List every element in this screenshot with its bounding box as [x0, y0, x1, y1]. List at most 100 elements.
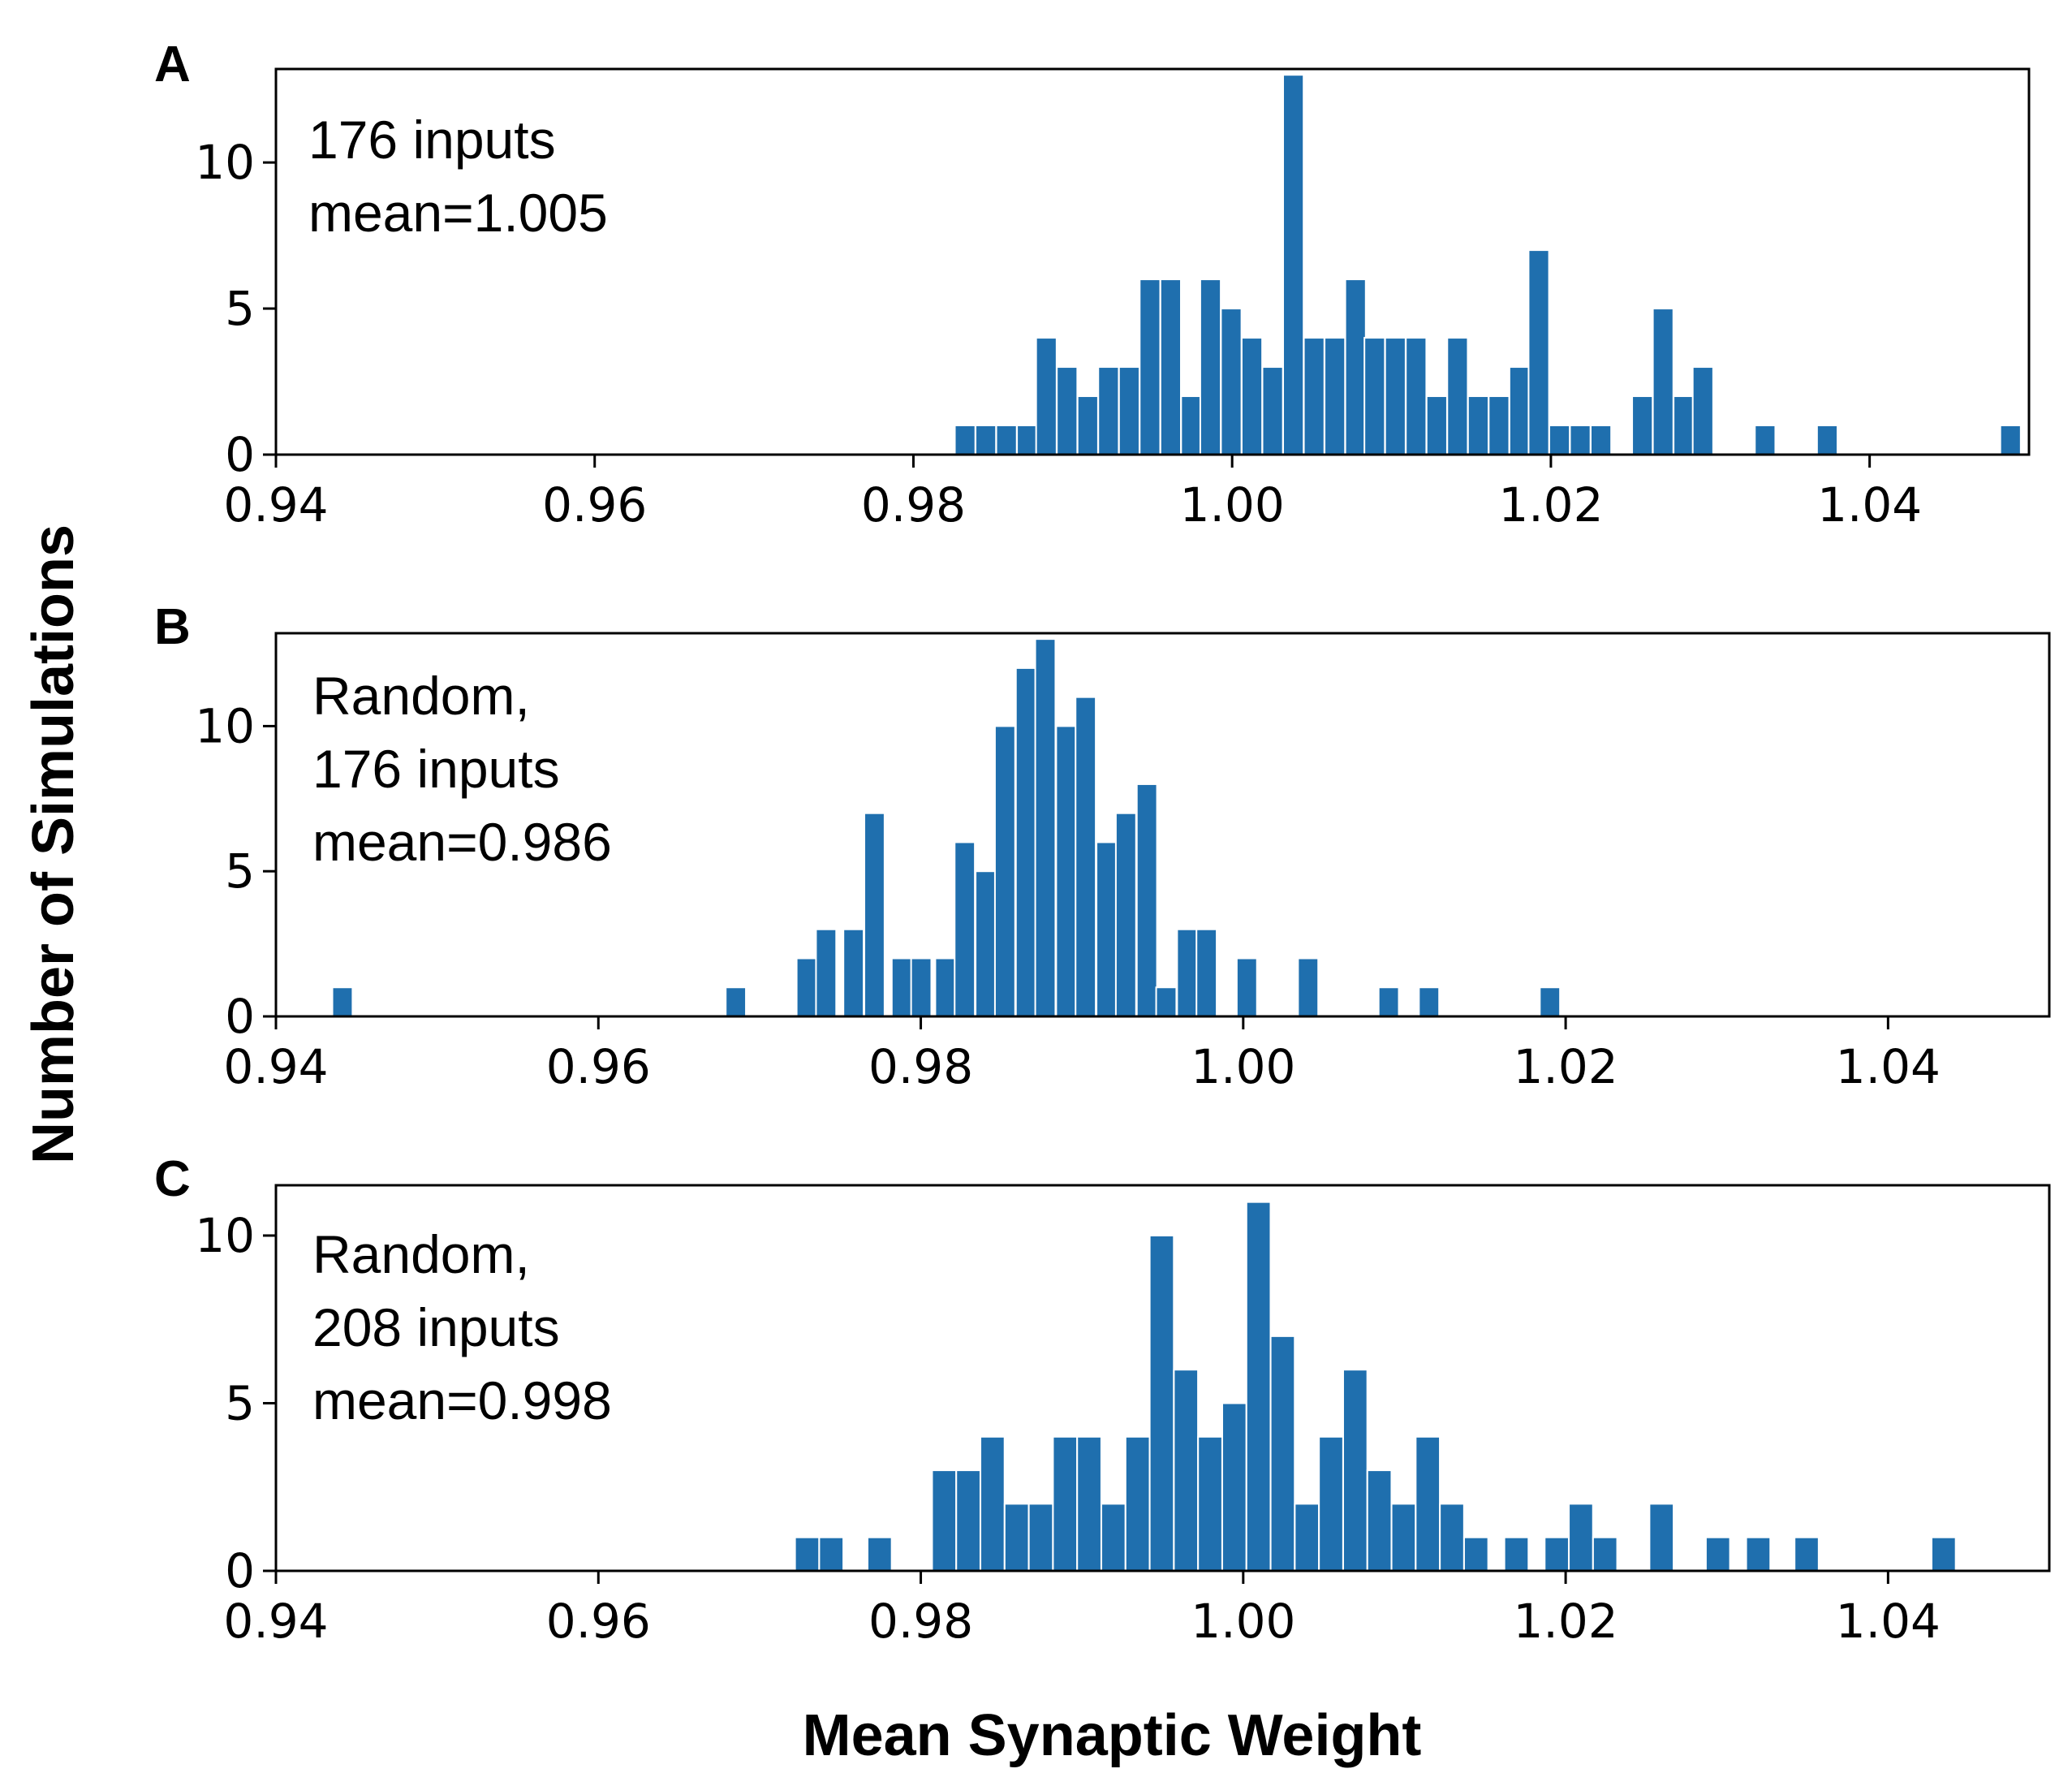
histogram-bar [1691, 366, 1714, 455]
y-tick-label: 0 [225, 989, 255, 1044]
y-tick-label: 10 [195, 135, 255, 190]
x-tick-label: 1.04 [1817, 477, 1922, 533]
x-tick-label: 1.04 [1836, 1039, 1941, 1094]
histogram-bar [1003, 1503, 1030, 1572]
plot-frame [274, 632, 2051, 1018]
x-tick-label: 0.96 [546, 1039, 651, 1094]
histogram-bar [1173, 1369, 1200, 1572]
histogram-bar [1240, 337, 1264, 455]
histogram-bar [1139, 278, 1161, 455]
histogram-bar [955, 1469, 981, 1572]
histogram-bar [1816, 425, 1839, 455]
x-tick-label: 0.98 [861, 477, 966, 533]
x-tick-label: 1.00 [1191, 1039, 1295, 1094]
histogram-bar [980, 1435, 1006, 1572]
histogram-bar [1294, 1503, 1320, 1572]
histogram-bar [1425, 395, 1448, 455]
histogram-bar [1754, 425, 1777, 455]
x-tick-label: 1.02 [1514, 1594, 1618, 1649]
histogram-bar [1508, 366, 1531, 455]
histogram-bar [1704, 1536, 1731, 1572]
x-axis-title: Mean Synaptic Weight [803, 1703, 1422, 1768]
panel-annotation: 176 inputs [308, 110, 556, 170]
histogram-bar [1297, 957, 1320, 1018]
x-tick-label: 0.94 [223, 1039, 328, 1094]
panel-c: 0 5 10 0.94 0.96 0.98 1.00 1.02 1.04 C Random, 208 … [154, 1151, 2051, 1649]
histogram-bar [1096, 841, 1118, 1018]
histogram-bar [954, 841, 976, 1018]
histogram-bar [1052, 1435, 1079, 1572]
y-tick-label: 10 [195, 1208, 255, 1263]
histogram-bar [1014, 667, 1037, 1018]
histogram-bar [1569, 425, 1592, 455]
histogram-bar [1377, 986, 1400, 1018]
histogram-bar [1261, 366, 1284, 455]
histogram-bar [1155, 986, 1178, 1018]
x-tick-label: 0.96 [546, 1594, 651, 1649]
histogram-bar [1055, 725, 1078, 1017]
histogram-bar [1745, 1536, 1772, 1572]
histogram-bar [1384, 337, 1406, 455]
histogram-bar [1344, 278, 1367, 455]
histogram-bar [1366, 1469, 1393, 1572]
histogram-bar [818, 1536, 845, 1572]
histogram-bar [1544, 1536, 1570, 1572]
x-tick-label: 1.02 [1498, 477, 1603, 533]
histogram-bar [1648, 1503, 1675, 1572]
panel-annotation: 176 inputs [312, 739, 560, 799]
histogram-bar [1439, 1503, 1465, 1572]
histogram-bar [1269, 1335, 1296, 1572]
histogram-bar [815, 928, 838, 1018]
histogram-bar [1220, 308, 1243, 455]
histogram-bar [1794, 1536, 1820, 1572]
histogram-bar [1245, 1201, 1272, 1572]
histogram-bar [1539, 986, 1562, 1018]
y-tick-label: 5 [225, 843, 255, 899]
histogram-bar [1035, 337, 1058, 455]
histogram-bar [975, 870, 997, 1018]
panel-annotation: mean=0.998 [312, 1370, 612, 1430]
histogram-bar [1930, 1536, 1957, 1572]
plot-frame [274, 1184, 2051, 1572]
histogram-bar [1503, 1536, 1530, 1572]
x-tick-label: 1.04 [1836, 1594, 1941, 1649]
panel-annotation: mean=1.005 [308, 183, 608, 243]
histogram-bar [1075, 696, 1097, 1018]
histogram-bar [1114, 812, 1137, 1017]
panel-a: 0 5 10 0.94 0.96 0.98 1.00 1.02 1.04 A 176 inputs m… [154, 37, 2031, 533]
histogram-bar [1318, 1435, 1344, 1572]
histogram-bar [1076, 1435, 1102, 1572]
histogram-bar [1462, 1536, 1489, 1572]
histogram-bar [1076, 395, 1099, 455]
histogram-bar [1034, 638, 1057, 1017]
y-tick-label: 0 [225, 427, 255, 482]
histogram-bar [1527, 249, 1550, 455]
histogram-bar [931, 1469, 958, 1572]
x-tick-label: 0.98 [868, 1594, 973, 1649]
histogram-bar [1056, 366, 1079, 455]
x-tick-label: 1.00 [1180, 477, 1285, 533]
histogram-bar [995, 425, 1018, 455]
histogram-bar [1592, 1536, 1618, 1572]
histogram-bar [1180, 395, 1203, 455]
x-tick-label: 0.98 [868, 1039, 973, 1094]
histogram-bar [1652, 308, 1674, 455]
histogram-bar [1148, 1234, 1175, 1572]
histogram-bar [1342, 1369, 1368, 1572]
x-tick-label: 1.00 [1191, 1594, 1295, 1649]
histogram-bar [1324, 337, 1346, 455]
histogram-bar [1097, 366, 1120, 455]
panel-letter: C [154, 1151, 191, 1207]
panel-annotation: Random, [312, 666, 530, 726]
histogram-bar [1418, 986, 1441, 1018]
histogram-panels: 0 5 10 0.94 0.96 0.98 1.00 1.02 1.04 A 176 inputs m… [154, 37, 2051, 1649]
histogram-bar [1568, 1503, 1594, 1572]
y-tick-label: 5 [225, 281, 255, 336]
histogram-bar [1027, 1503, 1054, 1572]
histogram-bar [1390, 1503, 1417, 1572]
histogram-bar [1405, 337, 1428, 455]
histogram-bar [1363, 337, 1386, 455]
y-tick-label: 5 [225, 1375, 255, 1430]
plot-frame [274, 67, 2031, 456]
